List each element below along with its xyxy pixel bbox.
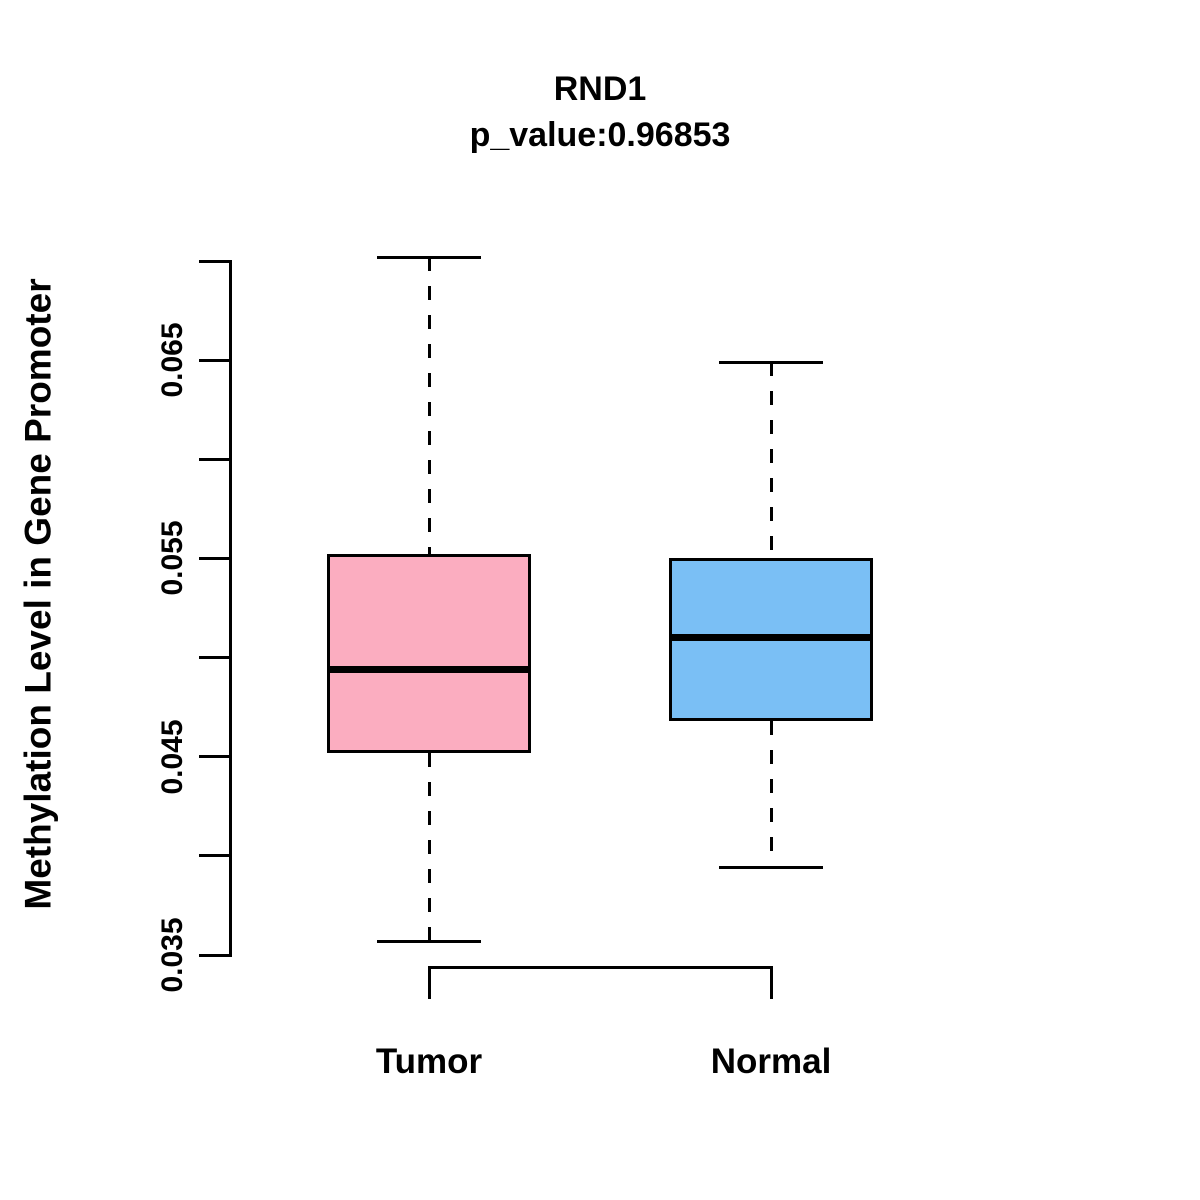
y-axis-tick (199, 259, 229, 263)
lower-whisker-normal (769, 721, 773, 868)
upper-whisker-cap-tumor (377, 255, 481, 259)
chart-subtitle: p_value:0.96853 (469, 116, 731, 154)
y-axis-tick-label: 0.045 (156, 719, 189, 795)
lower-whisker-cap-normal (719, 866, 823, 870)
upper-whisker-normal (769, 362, 773, 559)
y-axis-tick-label: 0.035 (156, 917, 189, 993)
lower-whisker-tumor (427, 752, 431, 942)
y-axis-tick (199, 457, 229, 461)
x-axis-tick (769, 966, 773, 999)
chart-title: RND1 (553, 70, 647, 108)
y-axis-tick (199, 656, 229, 660)
y-axis-tick-label: 0.055 (156, 520, 189, 596)
y-axis-line (229, 259, 232, 957)
x-axis-label-tumor: Tumor (375, 1042, 483, 1081)
y-axis-tick (199, 556, 229, 560)
y-axis-tick (199, 755, 229, 759)
y-axis-tick (199, 358, 229, 362)
median-line-tumor (327, 665, 531, 673)
median-line-normal (669, 634, 873, 642)
box-tumor (327, 554, 531, 753)
upper-whisker-cap-normal (719, 360, 823, 364)
lower-whisker-cap-tumor (377, 939, 481, 943)
x-axis-tick (427, 966, 431, 999)
upper-whisker-tumor (427, 257, 431, 555)
y-axis-tick-label: 0.065 (156, 322, 189, 398)
x-axis-line (429, 966, 771, 969)
y-axis-tick (199, 953, 229, 957)
y-axis-label: Methylation Level in Gene Promoter (17, 278, 59, 910)
x-axis-label-normal: Normal (710, 1042, 832, 1081)
y-axis-tick (199, 854, 229, 858)
